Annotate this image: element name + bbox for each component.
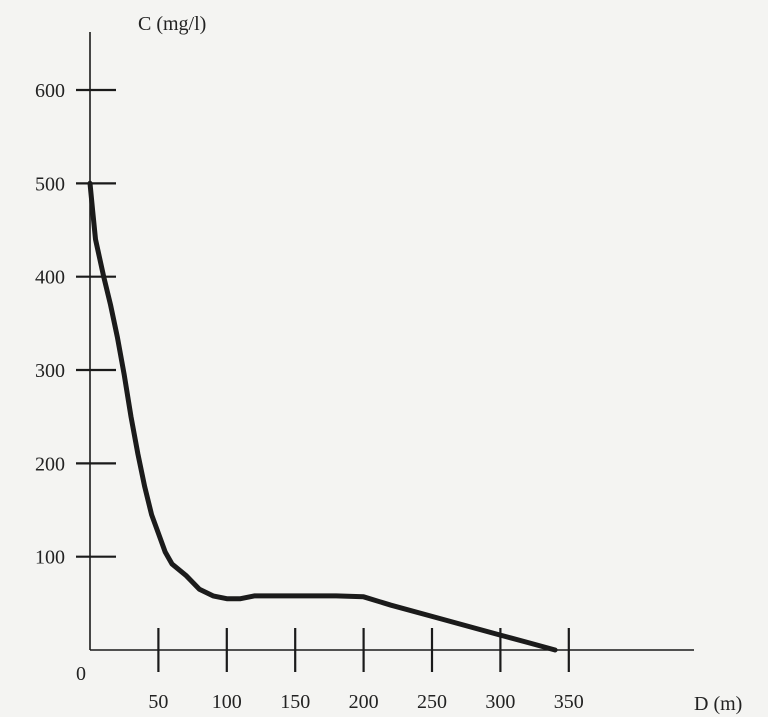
axes (89, 32, 694, 651)
x-ticks: 50 100 150 200 250 300 350 (148, 628, 584, 713)
y-ticks: 100 200 300 400 500 600 (35, 80, 116, 569)
x-tick-label-100: 100 (212, 691, 242, 713)
x-tick-label-250: 250 (417, 691, 447, 713)
y-tick-label-200: 200 (35, 453, 65, 475)
x-tick-label-150: 150 (280, 691, 310, 713)
x-tick-label-50: 50 (148, 691, 168, 713)
x-tick-label-350: 350 (554, 691, 584, 713)
x-tick-label-300: 300 (485, 691, 515, 713)
y-tick-label-400: 400 (35, 267, 65, 289)
y-tick-label-600: 600 (35, 80, 65, 102)
x-tick-label-200: 200 (349, 691, 379, 713)
x-axis-title: D (m) (694, 693, 742, 715)
series-line-0 (87, 180, 558, 653)
series-layer (87, 180, 558, 653)
y-tick-label-100: 100 (35, 547, 65, 569)
origin-label: 0 (76, 663, 86, 685)
y-axis-title: C (mg/l) (138, 13, 206, 35)
y-tick-label-500: 500 (35, 173, 65, 195)
y-tick-label-300: 300 (35, 360, 65, 382)
